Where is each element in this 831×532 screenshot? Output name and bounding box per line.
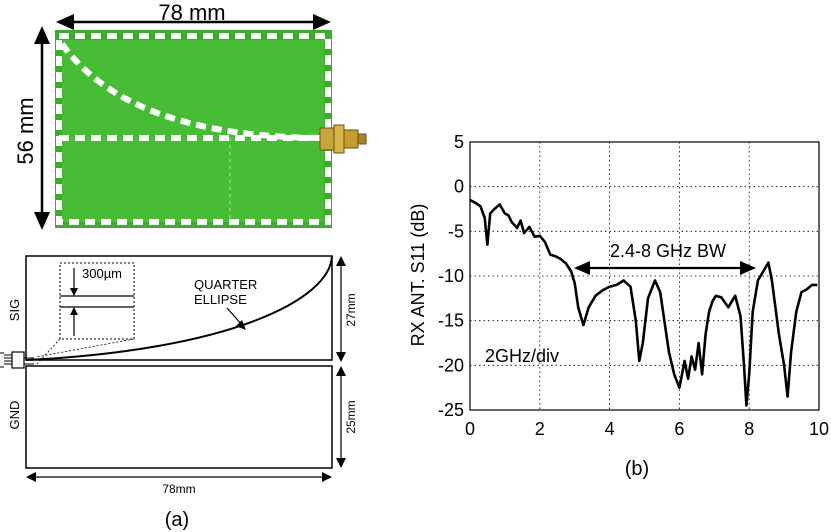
dim-25-label: 25mm	[344, 400, 358, 433]
x-tick-label: 8	[744, 419, 754, 439]
ellipse-edge	[59, 42, 329, 141]
gap-arrow-bottom-head	[70, 307, 78, 315]
width-arrow-right-head	[313, 14, 331, 30]
antenna-photo: 78 mm 56 mm	[13, 0, 367, 230]
y-tick-label: -25	[438, 400, 464, 420]
zoom-guide-top	[35, 338, 135, 358]
y-tick-label: -5	[448, 221, 464, 241]
y-axis-label: RX ANT. S11 (dB)	[408, 204, 428, 347]
dim-27-bottom-head	[336, 352, 346, 362]
photo-width-label: 78 mm	[158, 0, 225, 25]
y-tick-label: 0	[454, 177, 464, 197]
y-tick-label: -20	[438, 355, 464, 375]
x-tick-label: 6	[674, 419, 684, 439]
sma-connector	[319, 124, 367, 154]
y-tick-label: -15	[438, 311, 464, 331]
grid-lines	[470, 142, 819, 410]
quarter-label: QUARTER	[194, 277, 257, 292]
y-tick-label: 5	[454, 132, 464, 152]
x-tick-label: 0	[465, 419, 475, 439]
gap-zoom-inset	[59, 262, 135, 340]
bw-label: 2.4-8 GHz BW	[610, 241, 726, 261]
ellipse-pointer-head	[236, 320, 246, 330]
board-shade	[62, 40, 324, 222]
div-label: 2GHz/div	[485, 346, 559, 366]
zoom-guide-bottom	[35, 338, 61, 366]
photo-height-label: 56 mm	[13, 97, 38, 164]
y-tick-label: -10	[438, 266, 464, 286]
antenna-schematic: 300µm SIG GND QUARTER ELLIPSE 27mm 25mm …	[0, 255, 358, 531]
gap-label: 300µm	[82, 266, 122, 281]
bw-arrow-right-head	[740, 261, 756, 275]
dim-27-label: 27mm	[344, 293, 358, 326]
x-ticks: 0 2 4 6 8 10	[465, 419, 829, 439]
quarter-ellipse-curve	[25, 255, 333, 361]
height-arrow-top-head	[34, 26, 50, 44]
dim-25-bottom-head	[336, 458, 346, 468]
signal-patch-outline	[25, 255, 333, 361]
dim-78-right-head	[322, 472, 332, 482]
dim-27-top-head	[336, 256, 346, 266]
y-ticks: 5 0 -5 -10 -15 -20 -25	[438, 132, 464, 420]
feed-connector	[0, 351, 34, 369]
x-tick-label: 10	[809, 419, 829, 439]
plot-frame	[469, 141, 820, 411]
ground-plane-outline	[25, 365, 333, 469]
ellipse-label: ELLIPSE	[194, 292, 247, 307]
gnd-label: GND	[7, 401, 22, 430]
bw-arrow-left-head	[574, 261, 590, 275]
caption-a: (a)	[165, 509, 189, 531]
x-tick-label: 4	[605, 419, 615, 439]
sig-label: SIG	[7, 299, 22, 321]
dim-25-top-head	[336, 366, 346, 376]
s11-chart: 0 2 4 6 8 10 5 0 -5 -10 -15 -20 -25 2.4-8 GHz BW 2G…	[408, 132, 829, 480]
width-arrow-left-head	[56, 14, 74, 30]
dim-78-left-head	[26, 472, 36, 482]
height-arrow-bottom-head	[34, 212, 50, 230]
s11-series-line	[469, 198, 818, 407]
x-tick-label: 2	[535, 419, 545, 439]
dim-78-label: 78mm	[162, 482, 195, 496]
caption-b: (b)	[625, 458, 649, 480]
gap-arrow-top-head	[70, 288, 78, 296]
